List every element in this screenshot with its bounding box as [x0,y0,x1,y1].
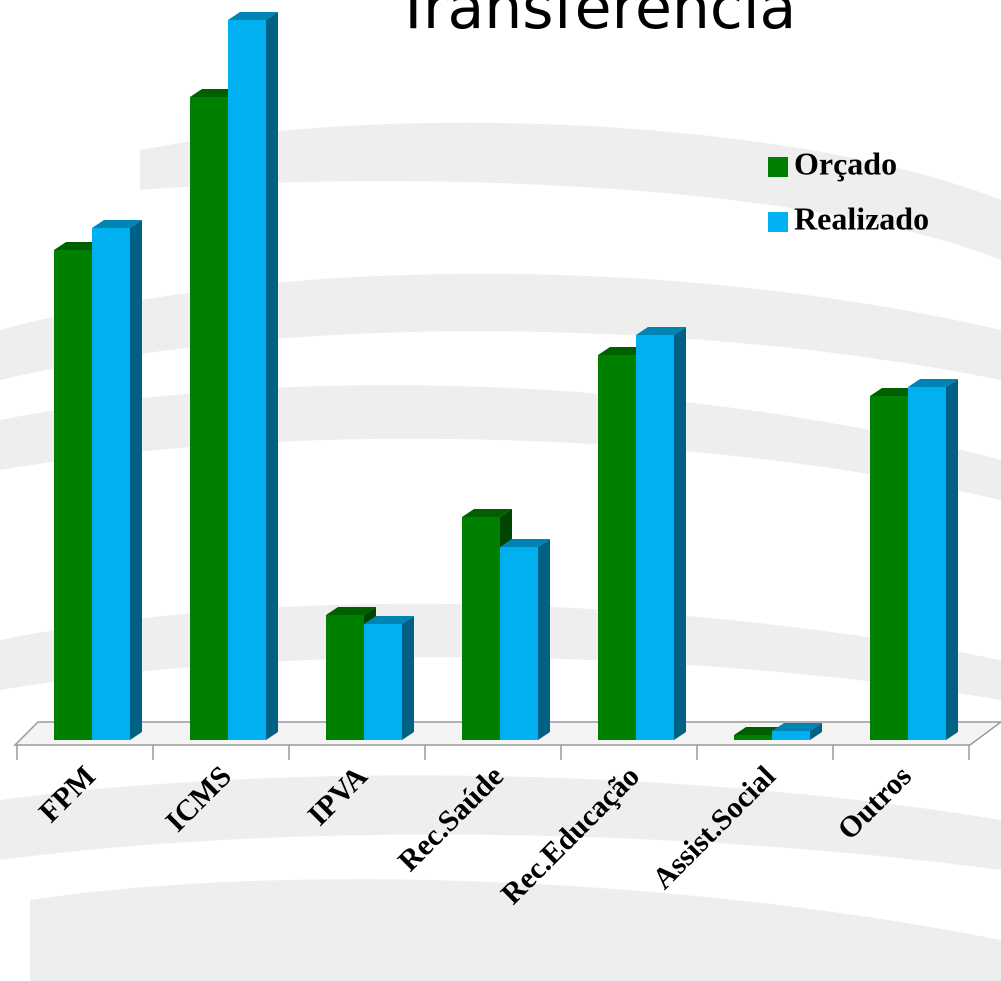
bar [772,731,810,740]
bar-side [946,379,958,740]
bar [908,387,946,740]
bar-top [500,539,550,547]
bar-side [538,539,550,740]
bar [228,20,266,740]
bar [92,228,130,740]
bar [462,517,500,740]
bar [190,97,228,740]
chart-title: Transferencia [394,0,796,43]
bar [870,396,908,740]
bar [734,735,772,740]
legend-swatch [768,212,788,232]
bar-top [228,12,278,20]
bar-top [772,723,822,731]
bar-side [810,723,822,740]
bar-top [636,327,686,335]
legend-swatch [768,157,788,177]
bar-top [870,388,920,396]
bar-side [130,220,142,740]
bar-top [326,607,376,615]
bar [636,335,674,740]
bar [54,250,92,740]
bar-side [266,12,278,740]
bar-top [462,509,512,517]
bar [364,624,402,740]
bar-top [190,89,240,97]
bar [326,615,364,740]
legend-label: Realizado [794,200,929,236]
bar-top [364,616,414,624]
legend-label: Orçado [794,145,897,181]
bar [598,355,636,740]
bar-top [598,347,648,355]
bar [500,547,538,740]
bar-top [54,242,104,250]
bar-top [734,727,784,735]
bar-top [908,379,958,387]
bar-top [92,220,142,228]
bar-side [674,327,686,740]
bar-side [402,616,414,740]
